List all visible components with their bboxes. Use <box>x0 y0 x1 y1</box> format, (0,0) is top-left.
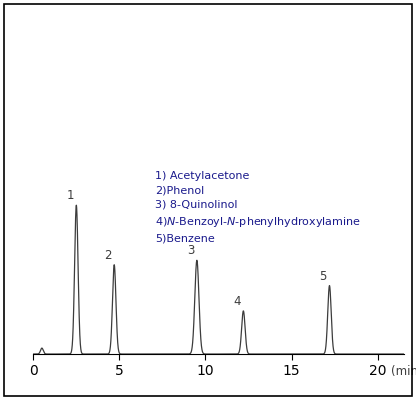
Text: 2: 2 <box>104 249 111 262</box>
Text: 3: 3 <box>187 244 194 257</box>
Text: 4: 4 <box>233 295 241 308</box>
Text: 5: 5 <box>319 270 327 283</box>
Text: 1: 1 <box>66 189 74 202</box>
Text: 1) Acetylacetone
2)Phenol
3) 8-Quinolinol
4)$N$-Benzoyl-$N$-phenylhydroxylamine
: 1) Acetylacetone 2)Phenol 3) 8-Quinolino… <box>156 171 362 244</box>
Text: (min.): (min.) <box>391 365 416 378</box>
